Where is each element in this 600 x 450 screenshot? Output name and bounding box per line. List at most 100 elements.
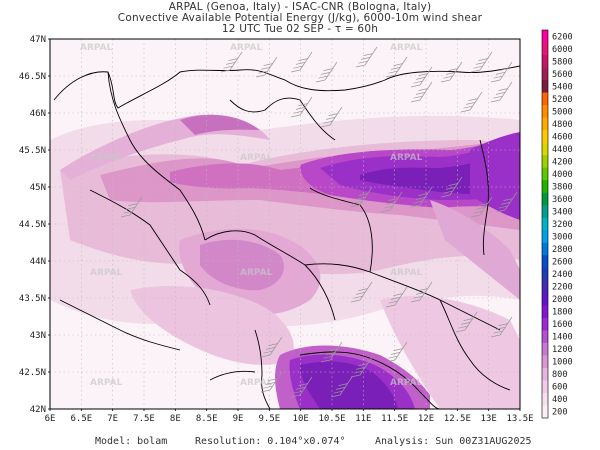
colorbar-label: 800 (552, 370, 568, 380)
colorbar-label: 3400 (552, 207, 573, 217)
colorbar-swatch (542, 217, 548, 231)
lon-tick-label: 9E (233, 414, 244, 424)
wind-barb-icon (290, 376, 313, 398)
lon-tick-label: 7.5E (133, 414, 155, 424)
lat-tick-label: 42.5N (19, 368, 46, 378)
wind-barb-icon (490, 81, 513, 103)
lon-tick-label: 12.5E (444, 414, 471, 424)
lat-tick-label: 43.5N (19, 294, 46, 304)
lat-tick-label: 44N (30, 257, 46, 267)
colorbar-label: 5400 (552, 82, 573, 92)
watermark-text: ARPAL (90, 378, 123, 388)
lon-tick-label: 13E (481, 414, 497, 424)
wind-barb-icon (330, 376, 353, 398)
watermark-text: ARPAL (90, 268, 123, 278)
watermark-text: ARPAL (390, 43, 423, 53)
colorbar-swatch (542, 55, 548, 69)
colorbar: 6200 6000 5800 5600 5400 5200 5000 4800 4600 4400… (541, 29, 573, 419)
lon-tick-label: 8.5E (196, 414, 218, 424)
colorbar-swatch (542, 342, 548, 356)
colorbar-swatch (542, 42, 548, 56)
colorbar-label: 1400 (552, 333, 573, 343)
lon-tick-label: 10E (293, 414, 309, 424)
colorbar-swatch (542, 230, 548, 244)
lon-tick-label: 12E (418, 414, 434, 424)
colorbar-label: 3200 (552, 220, 573, 230)
colorbar-swatch (542, 242, 548, 256)
lon-tick-label: 11.5E (381, 414, 408, 424)
header-line-2: Convective Available Potential Energy (J… (117, 12, 483, 24)
colorbar-swatch (542, 92, 548, 106)
lat-lon-grid (50, 39, 520, 409)
watermark-text: ARPAL (240, 378, 273, 388)
colorbar-label: 6200 (552, 32, 573, 42)
resolution-label: Resolution: 0.104°x0.074° (195, 436, 346, 447)
colorbar-label: 5800 (552, 57, 573, 67)
colorbar-label: 2200 (552, 283, 573, 293)
wind-barb-icon (385, 56, 408, 78)
colorbar-swatch (542, 255, 548, 269)
wind-barb-icon (260, 336, 283, 358)
watermark-layer: ARPAL ARPAL ARPAL ARPAL ARPAL ARPAL ARPAL ARPAL… (80, 43, 423, 388)
wind-barb-icon (385, 341, 408, 363)
colorbar-label: 200 (552, 408, 568, 418)
wind-barb-icon (470, 51, 493, 73)
wind-barb-icon (350, 186, 373, 208)
colorbar-label: 4800 (552, 120, 573, 130)
watermark-text: ARPAL (390, 268, 423, 278)
wind-barb-icon (350, 281, 373, 303)
latitude-labels: 47N 46.5N 46N 45.5N 45N 44.5N 44N 43.5N 43N 42.5N… (19, 35, 50, 415)
watermark-text: ARPAL (90, 153, 123, 163)
colorbar-swatch (542, 405, 548, 419)
wind-barb-icon (410, 186, 433, 208)
colorbar-swatch (542, 67, 548, 81)
lon-tick-label: 13.5E (506, 414, 533, 424)
watermark-text: ARPAL (390, 378, 423, 388)
colorbar-label: 4600 (552, 132, 573, 142)
wind-barb-icon (440, 61, 463, 83)
wind-barb-icon (490, 61, 513, 83)
colorbar-label: 2600 (552, 258, 573, 268)
colorbar-swatch (542, 192, 548, 206)
borders (53, 65, 520, 409)
colorbar-label: 3000 (552, 233, 573, 243)
wind-barb-icon (490, 316, 513, 338)
wind-barb-icon (120, 196, 143, 218)
wind-barb-icon (385, 286, 408, 308)
colorbar-swatch (542, 117, 548, 131)
lon-tick-label: 9.5E (258, 414, 280, 424)
lat-tick-label: 45N (30, 183, 46, 193)
colorbar-swatch (542, 280, 548, 294)
wind-barbs (120, 46, 518, 398)
colorbar-swatch (542, 155, 548, 169)
lon-tick-label: 6.5E (70, 414, 92, 424)
wind-barb-icon (290, 96, 313, 118)
colorbar-swatch (542, 367, 548, 381)
colorbar-label: 4400 (552, 145, 573, 155)
lon-tick-label: 7E (107, 414, 118, 424)
lat-tick-label: 46N (30, 109, 46, 119)
watermark-text: ARPAL (240, 268, 273, 278)
lat-tick-label: 46.5N (19, 72, 46, 82)
colorbar-swatch (542, 30, 548, 44)
model-label: Model: bolam (95, 436, 168, 447)
colorbar-swatch (542, 130, 548, 144)
longitude-labels: 6E 6.5E 7E 7.5E 8E 8.5E 9E 9.5E 10E 10.5E 11E 11.5E… (45, 409, 534, 424)
wind-barb-icon (455, 311, 478, 333)
wind-barb-icon (315, 61, 338, 83)
colorbar-swatch (542, 205, 548, 219)
wind-barb-icon (410, 281, 433, 303)
colorbar-swatch (542, 167, 548, 181)
colorbar-label: 5200 (552, 95, 573, 105)
lat-tick-label: 44.5N (19, 220, 46, 230)
lon-tick-label: 8E (170, 414, 181, 424)
watermark-text: ARPAL (80, 43, 113, 53)
colorbar-swatch (542, 142, 548, 156)
colorbar-swatch (542, 80, 548, 94)
header-line-3: 12 UTC Tue 02 SEP - τ = 60h (221, 23, 379, 35)
colorbar-label: 4200 (552, 157, 573, 167)
colorbar-label: 2000 (552, 295, 573, 305)
colorbar-swatch (542, 380, 548, 394)
wind-barb-icon (440, 176, 463, 198)
wind-barb-icon (255, 56, 278, 78)
